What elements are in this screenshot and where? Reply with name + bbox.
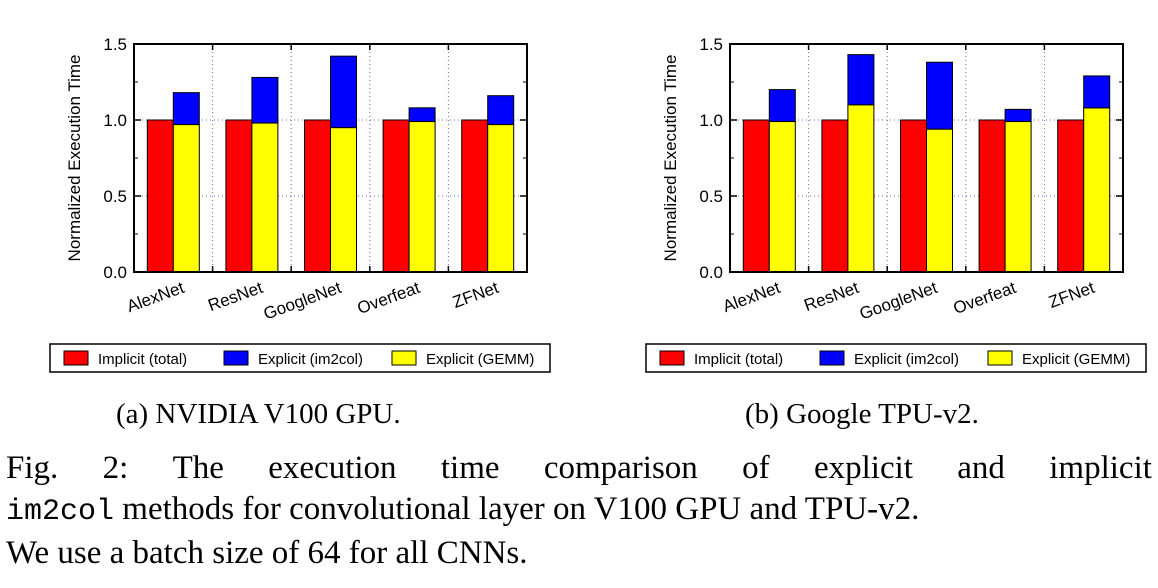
x-tick-label: ResNet — [206, 278, 266, 315]
bar-explicit-im2col — [1004, 108, 1032, 123]
bar-explicit-gemm — [847, 104, 875, 273]
caption-word: Fig. — [6, 450, 59, 486]
legend-swatch — [223, 350, 249, 366]
bar-explicit-im2col — [172, 92, 200, 126]
y-tick-label: 1.5 — [699, 35, 723, 54]
subcaption-a: (a) NVIDIA V100 GPU. — [116, 398, 401, 430]
legend-swatch — [819, 350, 845, 366]
bar-explicit-gemm — [1083, 107, 1111, 273]
y-tick-label: 0.0 — [103, 263, 127, 282]
bar-explicit-gemm — [1004, 121, 1032, 273]
caption-word: execution — [268, 450, 397, 486]
caption-word: The — [172, 450, 224, 486]
caption-word: comparison — [543, 450, 698, 486]
x-tick-label: Overfeat — [951, 278, 1019, 318]
caption-word: explicit — [813, 450, 913, 486]
bar-explicit-im2col — [251, 76, 279, 124]
x-tick-label: GoogleNet — [261, 278, 344, 324]
bar-implicit-total — [900, 119, 927, 273]
bar-explicit-im2col — [330, 55, 357, 129]
y-tick-label: 1.5 — [103, 35, 127, 54]
x-tick-label: ZFNet — [1046, 278, 1097, 312]
x-tick-label: ResNet — [802, 278, 862, 315]
subcaption-b: (b) Google TPU-v2. — [745, 398, 979, 430]
y-tick-label: 0.5 — [103, 187, 127, 206]
bar-implicit-total — [461, 119, 489, 273]
bar-implicit-total — [1057, 119, 1085, 273]
figure-caption: Fig. 2: The execution time comparison of… — [6, 448, 1152, 574]
legend-label: Explicit (im2col) — [258, 351, 363, 368]
bar-explicit-gemm — [408, 121, 436, 273]
y-tick-label: 1.0 — [103, 111, 127, 130]
caption-word: and — [957, 450, 1005, 486]
bar-implicit-total — [225, 119, 253, 273]
x-tick-label: Overfeat — [355, 278, 423, 318]
bar-explicit-im2col — [926, 61, 953, 130]
legend-label: Explicit (im2col) — [854, 351, 959, 368]
bar-explicit-gemm — [330, 127, 357, 273]
legend-swatch — [659, 350, 685, 366]
y-axis-label: Normalized Execution Time — [65, 55, 84, 262]
caption-word: time — [440, 450, 500, 486]
bar-explicit-im2col — [408, 107, 436, 123]
bar-explicit-gemm — [768, 121, 796, 273]
legend-box — [645, 343, 1147, 373]
bar-explicit-gemm — [487, 124, 515, 273]
caption-word: of — [742, 450, 770, 486]
caption-word: implicit — [1049, 450, 1152, 486]
y-tick-label: 0.5 — [699, 187, 723, 206]
x-tick-label: AlexNet — [124, 278, 187, 316]
y-tick-label: 1.0 — [699, 111, 723, 130]
bar-explicit-gemm — [251, 122, 279, 273]
y-tick-label: 0.0 — [699, 263, 723, 282]
bar-explicit-im2col — [768, 89, 796, 123]
bar-implicit-total — [821, 119, 849, 273]
legend-label: Explicit (GEMM) — [1022, 351, 1130, 368]
legend-label: Implicit (total) — [98, 351, 187, 368]
bar-implicit-total — [146, 119, 174, 273]
x-tick-label: AlexNet — [720, 278, 783, 316]
x-tick-label: ZFNet — [450, 278, 501, 312]
bar-implicit-total — [304, 119, 331, 273]
caption-line-1: Fig. 2: The execution time comparison of… — [6, 448, 1152, 489]
y-axis-label: Normalized Execution Time — [661, 55, 680, 262]
legend-box — [49, 343, 551, 373]
legend-label: Implicit (total) — [694, 351, 783, 368]
bar-explicit-gemm — [926, 128, 953, 273]
caption-word: 2: — [102, 450, 129, 486]
legend-swatch — [987, 350, 1013, 366]
caption-line-2: im2col methods for convolutional layer o… — [6, 489, 1152, 533]
caption-text: methods for convolutional layer on V100 … — [114, 491, 920, 527]
bar-explicit-im2col — [487, 95, 515, 126]
legend-label: Explicit (GEMM) — [426, 351, 534, 368]
bar-explicit-gemm — [172, 124, 200, 273]
bar-explicit-im2col — [847, 54, 875, 106]
bar-explicit-im2col — [1083, 75, 1111, 109]
legend-swatch — [63, 350, 89, 366]
bar-implicit-total — [382, 119, 410, 273]
bar-implicit-total — [978, 119, 1006, 273]
bar-implicit-total — [742, 119, 770, 273]
legend-swatch — [391, 350, 417, 366]
caption-code: im2col — [6, 495, 115, 529]
caption-line-3: We use a batch size of 64 for all CNNs. — [6, 535, 528, 571]
x-tick-label: GoogleNet — [857, 278, 940, 324]
